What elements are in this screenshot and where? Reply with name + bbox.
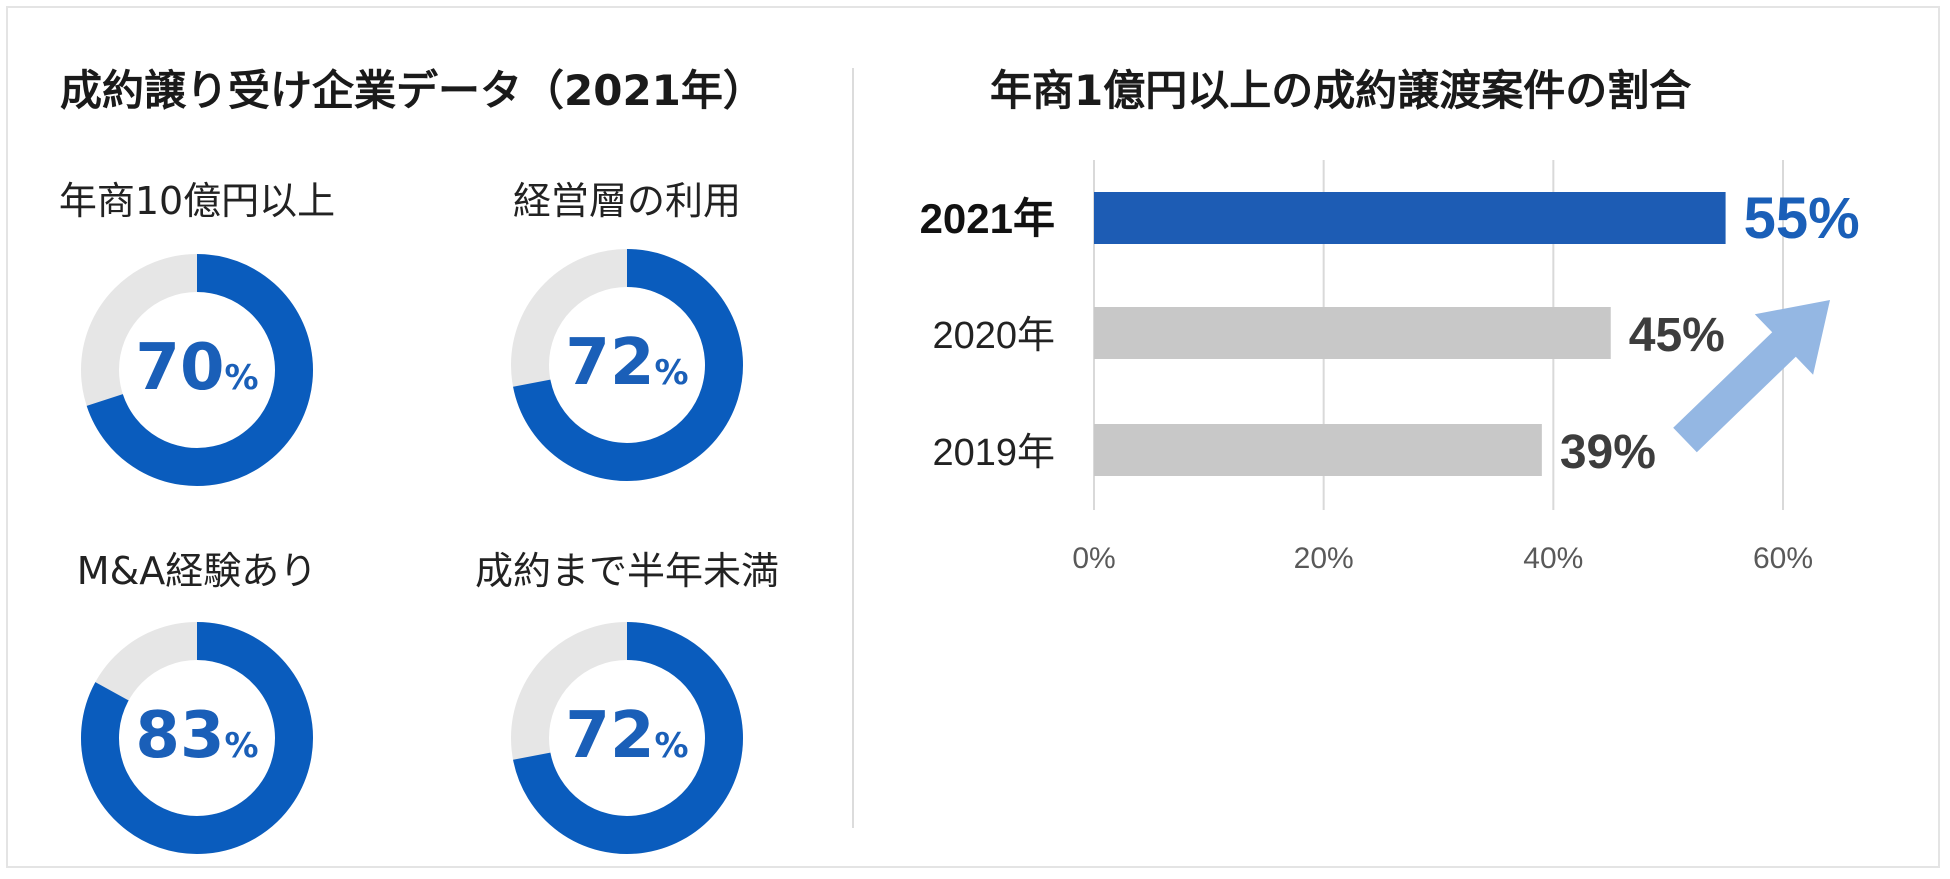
left-panel-title: 成約譲り受け企業データ（2021年） [60,66,765,115]
donut-label: 成約まで半年未満 [474,549,779,593]
donut-label: 経営層の利用 [512,179,741,223]
donut-percent-number: 70 [135,331,225,405]
growth-arrow-icon [1673,300,1830,453]
donut-percent-label: 83% [97,704,297,768]
x-tick-label: 0% [1072,542,1115,575]
donut-percent-unit: % [224,358,259,398]
x-tick-label: 40% [1523,542,1583,575]
category-label: 2021年 [920,195,1055,242]
bar-value-label: 39% [1560,426,1656,479]
panel-divider [852,68,854,828]
bar-2019年 [1094,424,1542,476]
donut-value-arc [81,622,313,854]
donut-percent-label: 72% [527,704,727,768]
bar-value-label: 45% [1629,309,1725,362]
donut-2 [511,249,743,481]
donut-percent-number: 72 [565,326,655,400]
x-tick-label: 60% [1753,542,1813,575]
donut-percent-label: 72% [527,331,727,395]
donut-percent-unit: % [654,726,689,766]
donut-percent-label: 70% [97,336,297,400]
donut-percent-number: 72 [565,699,655,773]
donut-label: 年商10億円以上 [58,179,336,223]
x-tick-label: 20% [1294,542,1354,575]
donut-percent-number: 83 [135,699,225,773]
category-label: 2019年 [932,432,1055,474]
infographic-frame [6,6,1940,868]
donut-1 [81,254,313,486]
donut-percent-unit: % [654,353,689,393]
category-label: 2020年 [932,315,1055,357]
bar-chart-title: 年商1億円以上の成約譲渡案件の割合 [990,66,1692,115]
bar-2020年 [1094,307,1611,359]
donut-value-arc [86,254,313,486]
donut-value-arc [513,249,743,481]
donut-4 [511,622,743,854]
bar-2021年 [1094,192,1726,244]
bar-value-label: 55% [1744,186,1860,251]
donut-3 [81,622,313,854]
donut-percent-unit: % [224,726,259,766]
donut-label: M&A経験あり [76,549,318,593]
donut-value-arc [513,622,743,854]
